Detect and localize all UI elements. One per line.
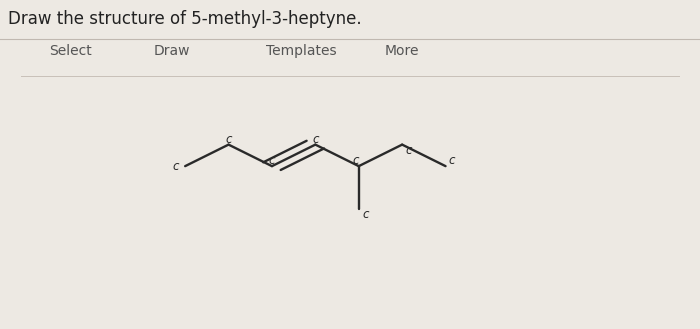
Text: c: c — [312, 133, 318, 145]
Text: c: c — [353, 154, 359, 167]
Text: c: c — [269, 154, 275, 167]
Text: c: c — [172, 160, 178, 173]
Text: c: c — [405, 144, 412, 157]
Text: More: More — [385, 44, 419, 58]
Text: Templates: Templates — [266, 44, 337, 58]
Text: Draw the structure of 5-methyl-3-heptyne.: Draw the structure of 5-methyl-3-heptyne… — [8, 10, 362, 28]
Text: Select: Select — [49, 44, 92, 58]
Text: c: c — [449, 154, 455, 167]
Text: c: c — [362, 208, 368, 221]
Text: Draw: Draw — [154, 44, 190, 58]
Text: c: c — [225, 133, 232, 145]
